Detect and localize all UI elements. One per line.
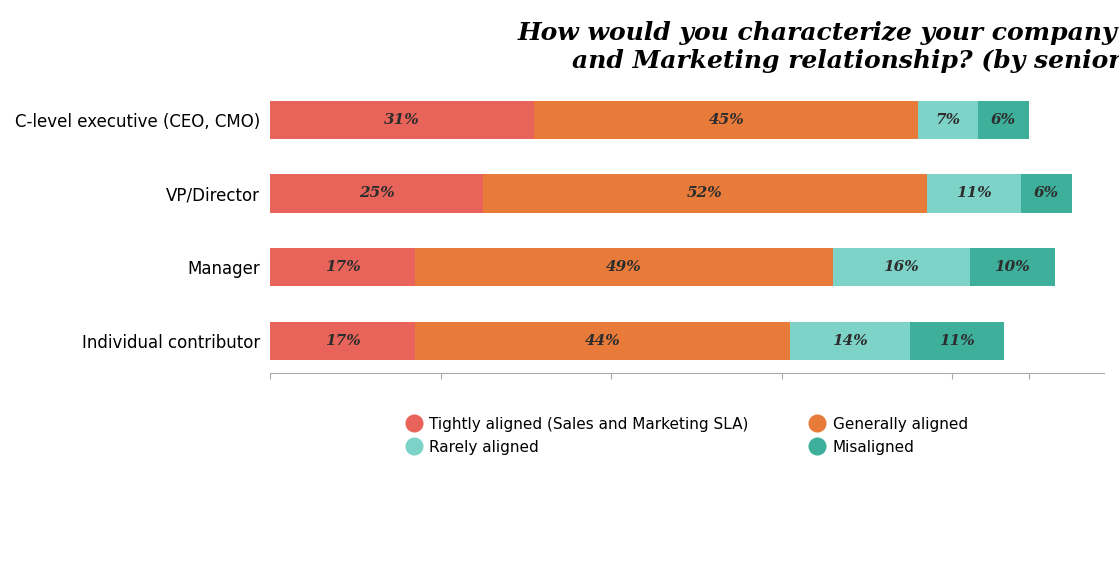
Text: 6%: 6% bbox=[991, 113, 1016, 127]
Bar bbox=[415, 248, 833, 286]
Bar bbox=[978, 101, 1029, 139]
Text: 31%: 31% bbox=[384, 113, 420, 127]
Bar bbox=[483, 174, 927, 213]
Bar bbox=[415, 322, 790, 360]
Text: 25%: 25% bbox=[359, 186, 395, 200]
Text: 7%: 7% bbox=[935, 113, 961, 127]
Text: 14%: 14% bbox=[833, 334, 868, 348]
Bar bbox=[790, 322, 910, 360]
Bar bbox=[270, 322, 415, 360]
Text: 6%: 6% bbox=[1034, 186, 1059, 200]
Text: 17%: 17% bbox=[325, 334, 360, 348]
Text: 11%: 11% bbox=[956, 186, 991, 200]
Text: 11%: 11% bbox=[939, 334, 975, 348]
Text: 44%: 44% bbox=[585, 334, 621, 348]
Text: 17%: 17% bbox=[325, 260, 360, 275]
Bar bbox=[927, 174, 1021, 213]
Bar bbox=[1021, 174, 1072, 213]
Bar bbox=[969, 248, 1055, 286]
Title: How would you characterize your company’s Sales
and Marketing relationship? (by : How would you characterize your company’… bbox=[518, 21, 1119, 73]
Bar bbox=[910, 322, 1004, 360]
Bar bbox=[919, 101, 978, 139]
Legend: Tightly aligned (Sales and Marketing SLA), Rarely aligned, Generally aligned, Mi: Tightly aligned (Sales and Marketing SLA… bbox=[398, 409, 976, 462]
Bar bbox=[270, 248, 415, 286]
Bar bbox=[270, 174, 483, 213]
Text: 16%: 16% bbox=[883, 260, 919, 275]
Text: 49%: 49% bbox=[606, 260, 642, 275]
Text: 52%: 52% bbox=[687, 186, 723, 200]
Bar bbox=[535, 101, 919, 139]
Text: 45%: 45% bbox=[708, 113, 744, 127]
Bar bbox=[270, 101, 535, 139]
Bar bbox=[833, 248, 969, 286]
Text: 10%: 10% bbox=[995, 260, 1031, 275]
